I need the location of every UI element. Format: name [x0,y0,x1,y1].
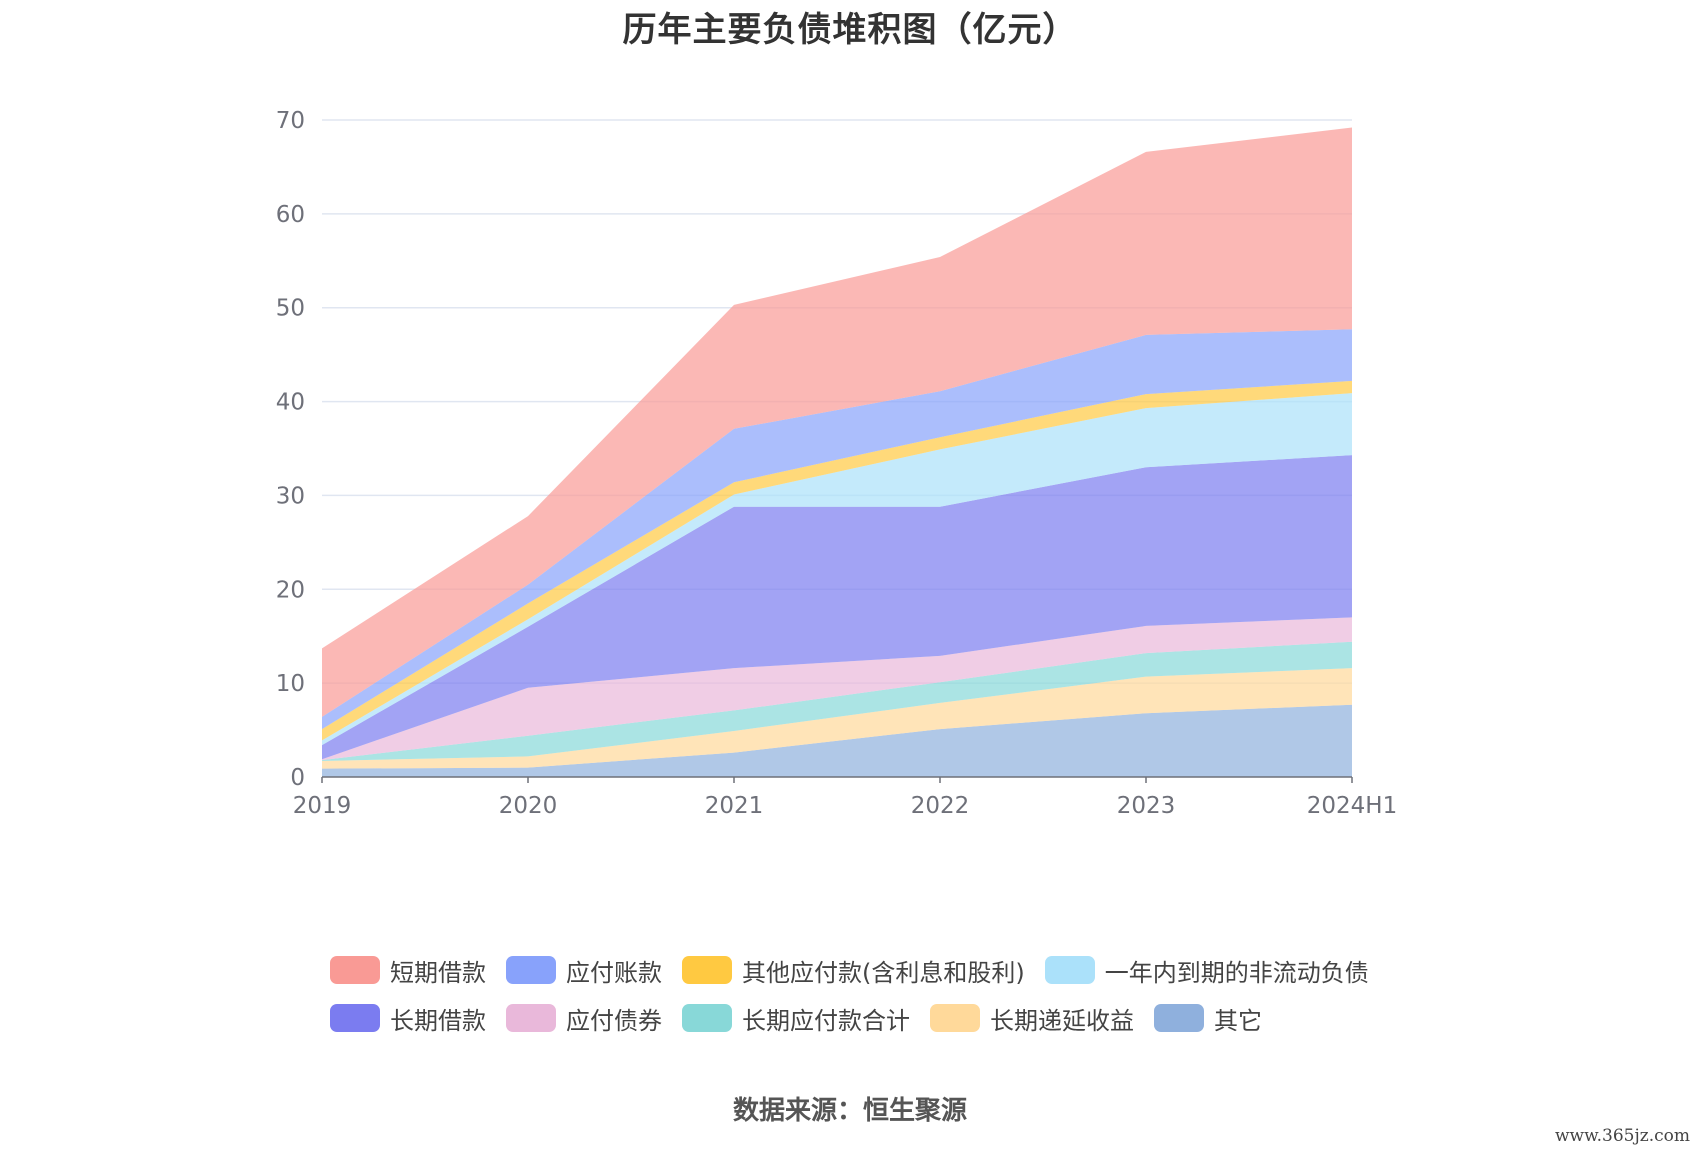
y-tick-label: 0 [290,765,305,791]
y-tick-label: 50 [276,296,305,322]
legend-label: 应付账款 [566,958,662,987]
legend-swatch [1044,956,1095,984]
area-series-长期借款 [322,455,1352,760]
y-tick-label: 60 [276,202,305,228]
legend-label: 其它 [1214,1006,1262,1035]
legend-swatch [682,956,732,984]
legend-label: 短期借款 [390,958,486,987]
legend-row-2: 长期借款 应付债券 长期应付款合计 长期递延收益 其它 [330,994,1430,1042]
axes: 0 10 20 30 40 50 60 70 2019 2020 2021 2022 2023 2024H… [276,108,1398,819]
legend-swatch [506,1004,556,1032]
legend-swatch [330,1004,380,1032]
legend-item[interactable]: 短期借款 [330,953,486,988]
x-tick-label: 2019 [293,793,352,819]
x-tick-label: 2022 [911,793,970,819]
area-series-长期递延收益 [322,668,1352,769]
legend-item[interactable]: 应付账款 [506,953,662,988]
legend: 短期借款 应付账款 其他应付款(含利息和股利) 一年内到期的非流动负债 长期借款 应付债… [330,946,1430,1042]
y-tick-label: 40 [276,390,305,416]
area-series-长期应付款合计 [322,641,1352,761]
data-source: 数据来源：恒生聚源 [732,1096,967,1126]
legend-label: 长期应付款合计 [742,1006,910,1035]
legend-swatch [1154,1004,1204,1032]
legend-item[interactable]: 其他应付款(含利息和股利) [682,953,1025,988]
chart-title: 历年主要负债堆积图（亿元） [622,10,1078,50]
area-series-短期借款 [322,127,1352,717]
x-tick-label: 2020 [499,793,558,819]
area-series-应付账款 [322,329,1352,730]
x-tick-label: 2024H1 [1307,793,1397,819]
legend-label: 长期借款 [390,1006,486,1035]
y-tick-label: 20 [276,577,305,603]
legend-label: 长期递延收益 [990,1006,1134,1035]
legend-row-1: 短期借款 应付账款 其他应付款(含利息和股利) 一年内到期的非流动负债 [330,946,1430,994]
watermark: www.365jz.com [1555,1126,1690,1146]
x-tick-label: 2021 [705,793,764,819]
legend-label: 一年内到期的非流动负债 [1104,958,1369,987]
legend-item[interactable]: 其它 [1154,1001,1262,1036]
legend-swatch [930,1004,980,1032]
legend-label: 其他应付款(含利息和股利) [742,958,1025,987]
legend-item[interactable]: 长期递延收益 [930,1001,1134,1036]
legend-label: 应付债券 [566,1006,662,1035]
legend-item[interactable]: 长期应付款合计 [682,1001,910,1036]
legend-item[interactable]: 一年内到期的非流动负债 [1044,953,1369,988]
legend-swatch [330,956,380,984]
area-series-应付债券 [322,617,1352,761]
y-tick-label: 70 [276,108,305,134]
legend-item[interactable]: 长期借款 [330,1001,486,1036]
area-series-一年内到期的非流动负债 [322,393,1352,746]
y-tick-label: 10 [276,671,305,697]
legend-swatch [506,956,556,984]
x-tick-label: 2023 [1117,793,1176,819]
legend-swatch [682,1004,732,1032]
legend-item[interactable]: 应付债券 [506,1001,662,1036]
y-tick-label: 30 [276,483,305,509]
area-series [322,127,1352,777]
